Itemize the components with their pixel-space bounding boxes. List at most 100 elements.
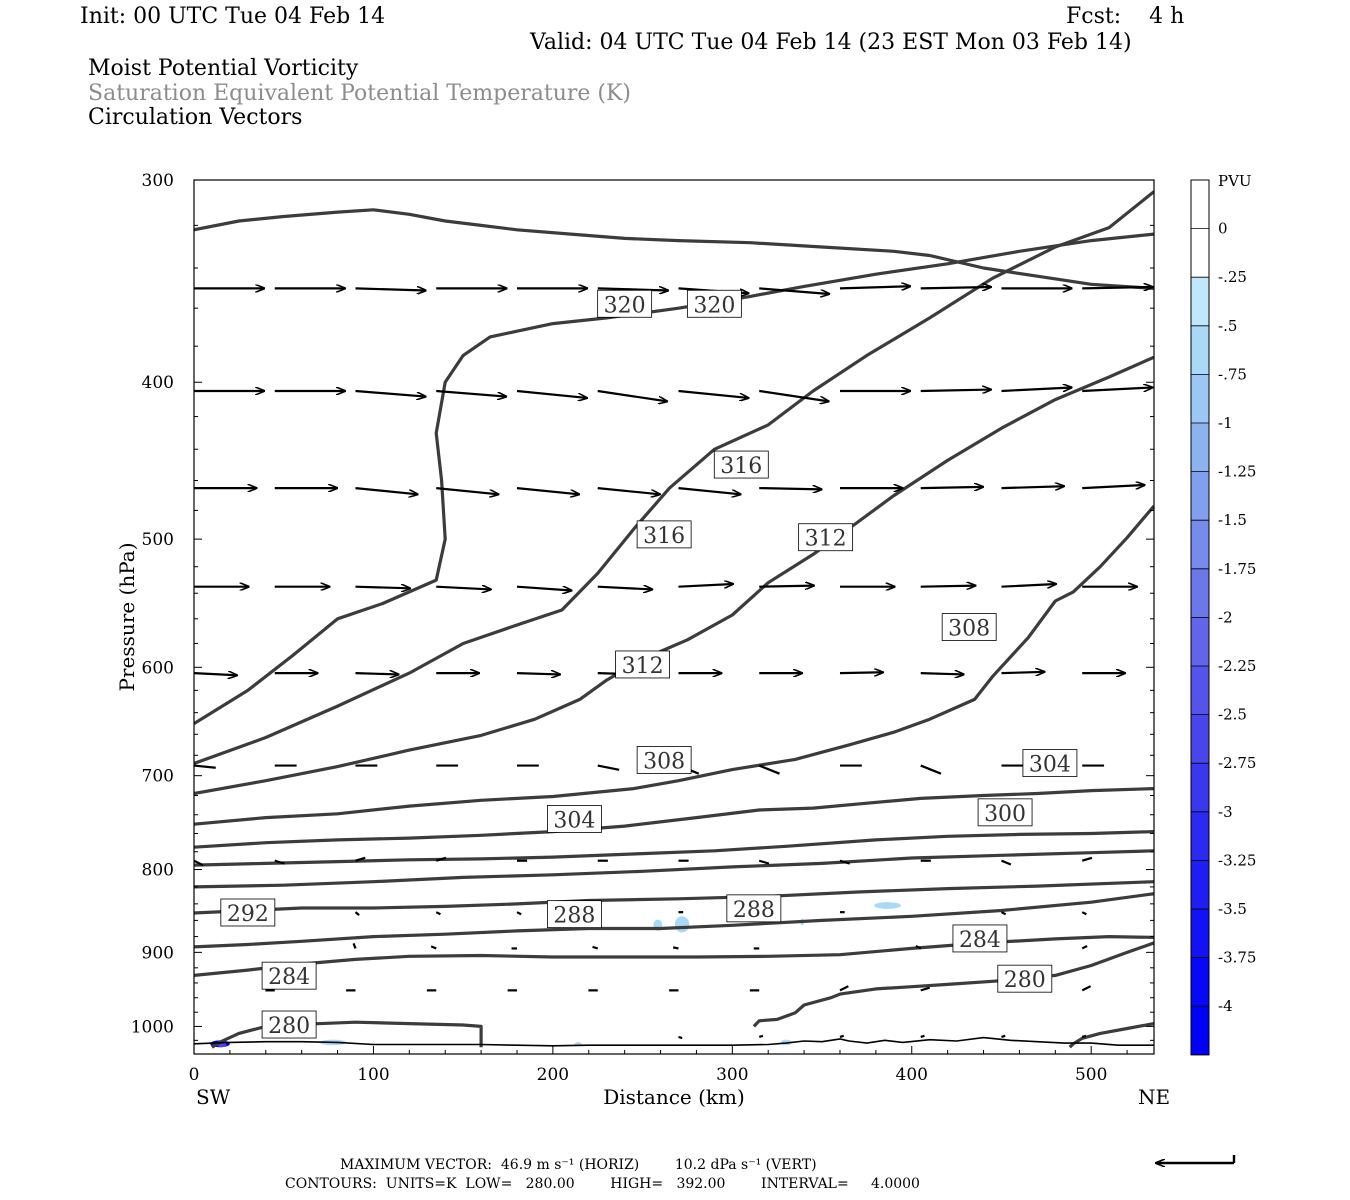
y-tick-label: 800: [142, 861, 174, 881]
colorbar-swatch: [1191, 180, 1209, 230]
circulation-vector: [597, 487, 660, 494]
theta-contour-280: [211, 1020, 483, 1049]
circulation-vector: [1001, 1034, 1006, 1038]
circulation-vector: [1001, 859, 1012, 866]
field-title-pv: Moist Potential Vorticity: [88, 56, 359, 81]
contour-label-box: [597, 289, 653, 318]
colorbar-tick-label: -2.25: [1218, 657, 1256, 675]
circulation-vector: [839, 859, 851, 865]
forecast-hour: Fcst: 4 h: [1066, 4, 1185, 29]
circulation-vector: [672, 946, 679, 950]
circulation-vector: [592, 945, 599, 950]
theta-contour-288: [194, 892, 1154, 949]
circulation-vector: [915, 945, 922, 950]
circulation-vector: [839, 1034, 845, 1038]
circulation-vector: [1082, 387, 1152, 393]
circulation-vector: [354, 911, 360, 916]
circulation-vector: [759, 488, 821, 489]
theta-contour-304: [194, 787, 1154, 849]
theta-contour-296: [194, 849, 1154, 889]
contour-label: 312: [805, 527, 847, 552]
y-tick-label: 400: [142, 373, 174, 393]
circulation-vector: [759, 586, 814, 587]
circulation-vector: [435, 911, 441, 916]
contour-label: 300: [984, 802, 1026, 827]
circulation-vector: [1082, 485, 1144, 488]
colorbar-swatch: [1191, 1006, 1209, 1056]
x-tick-label: 500: [1075, 1065, 1107, 1085]
circulation-vector: [436, 389, 506, 397]
x-tick-label: 0: [189, 1065, 200, 1085]
y-tick-label: 600: [142, 658, 174, 678]
y-axis-label: Pressure (hPa): [115, 543, 139, 692]
colorbar-unit-label: PVU: [1218, 172, 1252, 190]
colorbar-tick-label: -2.75: [1218, 754, 1256, 772]
circulation-vector: [516, 673, 560, 674]
colorbar-swatch: [1191, 228, 1209, 278]
circulation-vector: [597, 587, 653, 590]
circulation-vector: [516, 911, 522, 916]
colorbar-swatch: [1191, 763, 1209, 813]
vector-layer: [194, 286, 1152, 1040]
colorbar-swatch: [1191, 277, 1209, 327]
colorbar-swatch: [1191, 520, 1209, 570]
circulation-vector: [516, 585, 571, 591]
circulation-vector: [1001, 387, 1071, 393]
colorbar-swatch: [1191, 617, 1209, 667]
contour-label-box: [547, 805, 602, 833]
circulation-vector: [1082, 287, 1152, 288]
circulation-vector: [597, 764, 620, 771]
field-title-thetae: Saturation Equivalent Potential Temperat…: [88, 81, 631, 106]
x-tick-label: 400: [896, 1065, 928, 1085]
colorbar-tick-label: -2: [1218, 608, 1233, 626]
circulation-vector: [274, 859, 285, 865]
circulation-vector: [920, 673, 964, 674]
theta-contour-284: [194, 935, 1154, 977]
theta-contour-layer: [194, 190, 1154, 1049]
colorbar-tick-label: -.5: [1218, 317, 1237, 335]
contour-label: 312: [622, 654, 664, 679]
theta-contour-312: [194, 355, 1154, 796]
reference-vector: [1156, 1155, 1236, 1163]
circulation-vector: [920, 287, 991, 288]
colorbar-tick-label: -1: [1218, 414, 1233, 432]
circulation-vector: [436, 587, 491, 590]
contour-label-box: [220, 898, 276, 927]
circulation-vector: [1001, 486, 1063, 488]
contour-label: 320: [604, 293, 646, 318]
contour-label: 316: [720, 454, 762, 479]
left-endpoint-label: SW: [196, 1085, 231, 1109]
contour-label: 280: [268, 1014, 310, 1039]
y-tick-label: 500: [142, 530, 174, 550]
circulation-vector: [1081, 945, 1088, 950]
theta-contour-316: [194, 190, 1154, 766]
contour-label-box: [636, 746, 692, 774]
theta-contour-308: [194, 504, 1154, 826]
circulation-vector: [839, 672, 883, 673]
theta-contour-320: [194, 208, 1154, 290]
valid-time: Valid: 04 UTC Tue 04 Feb 14 (23 EST Mon …: [530, 30, 1132, 55]
colorbar-swatch: [1191, 374, 1209, 424]
contour-label-box: [261, 961, 317, 990]
circulation-vector: [839, 286, 910, 288]
contour-label-box: [636, 520, 692, 549]
theta-contour-280: [1068, 1022, 1154, 1049]
circulation-vector: [194, 764, 216, 769]
circulation-vector: [355, 856, 366, 862]
contour-label-box: [615, 650, 670, 679]
circulation-vector: [1001, 584, 1056, 587]
contour-label-box: [261, 1010, 317, 1039]
contour-label-box: [997, 964, 1053, 993]
colorbar-tick-label: -.25: [1218, 268, 1247, 286]
circulation-vector: [597, 389, 667, 401]
theta-contour-320: [194, 232, 1154, 725]
circulation-vector: [1081, 985, 1092, 992]
colorbar-tick-label: -1.75: [1218, 560, 1256, 578]
contour-label: 284: [268, 965, 310, 990]
x-tick-label: 300: [716, 1065, 748, 1085]
colorbar-swatch: [1191, 325, 1209, 375]
colorbar-tick-label: 0: [1218, 220, 1228, 238]
y-tick-label: 700: [142, 767, 174, 787]
x-tick-label: 100: [357, 1065, 389, 1085]
circulation-vector: [355, 487, 417, 494]
